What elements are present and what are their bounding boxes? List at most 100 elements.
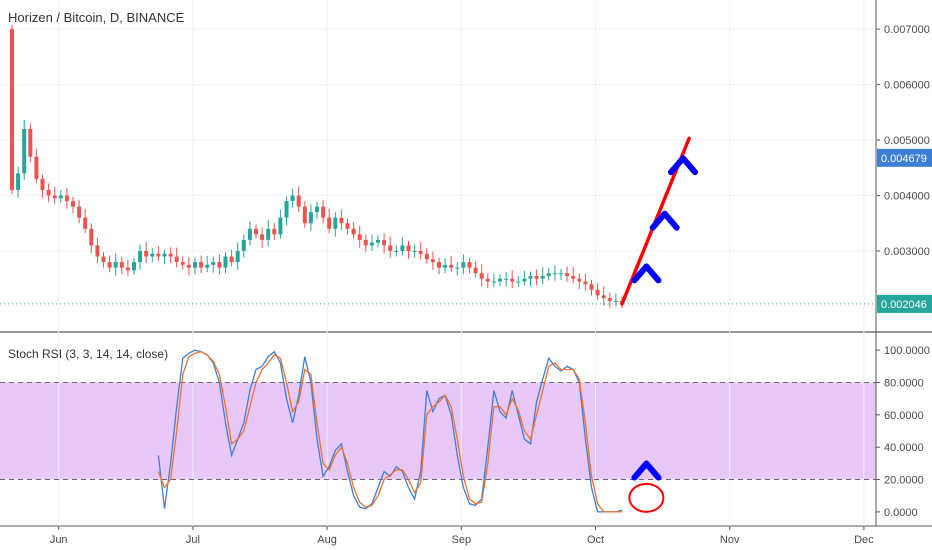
candle-body xyxy=(412,250,417,252)
price-candle xyxy=(467,257,472,274)
candle-body xyxy=(113,262,118,268)
rsi-band xyxy=(0,382,876,480)
price-candle xyxy=(40,174,45,198)
price-candle xyxy=(290,188,295,208)
price-candle xyxy=(107,255,112,273)
price-candle xyxy=(613,293,618,307)
candle-body xyxy=(437,262,441,268)
candle-body xyxy=(284,201,289,218)
price-candle xyxy=(516,275,521,288)
candle-body xyxy=(272,228,277,235)
candle-body xyxy=(607,298,612,301)
candle-body xyxy=(382,239,387,246)
price-candle xyxy=(369,234,374,251)
candle-body xyxy=(565,273,570,276)
price-candle xyxy=(156,245,161,261)
candle-body xyxy=(28,128,33,157)
candle-body xyxy=(473,267,478,274)
time-grid xyxy=(58,0,865,526)
price-axis-labels[interactable]: 0.003000 0.004000 0.005000 0.006000 0.007000 xyxy=(876,24,930,258)
candle-body xyxy=(491,281,496,283)
price-tag-background xyxy=(877,294,932,313)
candle-body xyxy=(247,228,252,240)
rsi-axis-labels[interactable]: 0.0000 20.0000 40.0000 60.0000 80.0000 100.00… xyxy=(876,345,930,519)
price-pane-background xyxy=(0,0,876,330)
candle-body xyxy=(528,275,533,279)
candle-body xyxy=(571,275,576,279)
price-candle xyxy=(461,254,466,275)
price-candle xyxy=(571,267,576,284)
candle-body xyxy=(302,206,307,224)
price-candle xyxy=(10,24,14,195)
price-tag: 0.004679 xyxy=(877,148,932,167)
price-candle xyxy=(125,259,130,276)
price-candle xyxy=(58,189,63,203)
price-candle xyxy=(144,242,149,264)
price-candle xyxy=(406,240,411,259)
candle-body xyxy=(498,278,502,282)
price-candle xyxy=(485,273,490,289)
time-tick-label: Oct xyxy=(587,534,604,546)
price-candle xyxy=(247,221,252,246)
price-candle xyxy=(205,255,210,273)
price-tick-label: 0.003000 xyxy=(884,246,930,258)
price-candle xyxy=(52,186,57,204)
price-candle xyxy=(491,273,496,288)
price-candle xyxy=(223,252,228,274)
price-candle xyxy=(363,234,368,253)
price-candle xyxy=(534,269,539,286)
price-candle xyxy=(119,256,124,275)
price-candle xyxy=(308,204,313,232)
price-candle xyxy=(150,248,155,263)
candle-body xyxy=(101,256,106,263)
rsi-series-line xyxy=(157,351,622,513)
candle-body xyxy=(394,250,399,252)
chart-title: Horizen / Bitcoin, D, BINANCE xyxy=(8,10,185,25)
candle-body xyxy=(40,178,45,190)
price-candle xyxy=(180,256,185,270)
circle-annotation xyxy=(628,482,665,513)
price-candle xyxy=(211,256,216,273)
candle-body xyxy=(430,259,435,263)
price-candle xyxy=(302,201,307,228)
candle-body xyxy=(174,256,179,263)
price-candle xyxy=(449,255,454,273)
candle-body xyxy=(461,262,466,268)
candle-body xyxy=(424,253,429,260)
price-candle xyxy=(254,224,258,239)
price-candle xyxy=(16,166,21,198)
candle-body xyxy=(266,228,271,240)
price-candle xyxy=(199,255,204,274)
candle-body xyxy=(71,201,75,207)
candle-body xyxy=(351,228,356,235)
price-candle xyxy=(382,233,387,254)
price-candle xyxy=(540,267,545,285)
candle-body xyxy=(156,253,161,257)
candle-body xyxy=(150,253,155,257)
candle-body xyxy=(363,239,368,246)
price-candles xyxy=(10,24,624,309)
candle-body xyxy=(583,281,588,285)
price-candle xyxy=(89,223,94,254)
candle-body xyxy=(516,281,521,283)
price-candle xyxy=(552,265,557,281)
time-axis-labels[interactable]: Jun Jul Aug Sep Oct Nov Dec xyxy=(50,526,874,546)
price-candle xyxy=(101,252,106,268)
price-candle xyxy=(522,270,527,286)
candle-body xyxy=(132,262,136,271)
chart-annotations xyxy=(620,136,698,513)
candle-body xyxy=(369,242,374,246)
price-candle xyxy=(333,212,338,237)
price-candle xyxy=(583,273,588,291)
price-candle xyxy=(46,183,51,203)
candle-body xyxy=(168,253,173,257)
candle-body xyxy=(260,234,265,240)
up-arrow-annotation xyxy=(631,263,662,284)
up-arrow-annotation xyxy=(631,460,662,481)
candle-body xyxy=(418,250,423,254)
price-candle xyxy=(315,202,319,219)
price-candle xyxy=(113,253,118,276)
price-candle xyxy=(443,258,448,274)
price-tag-background xyxy=(877,148,932,167)
